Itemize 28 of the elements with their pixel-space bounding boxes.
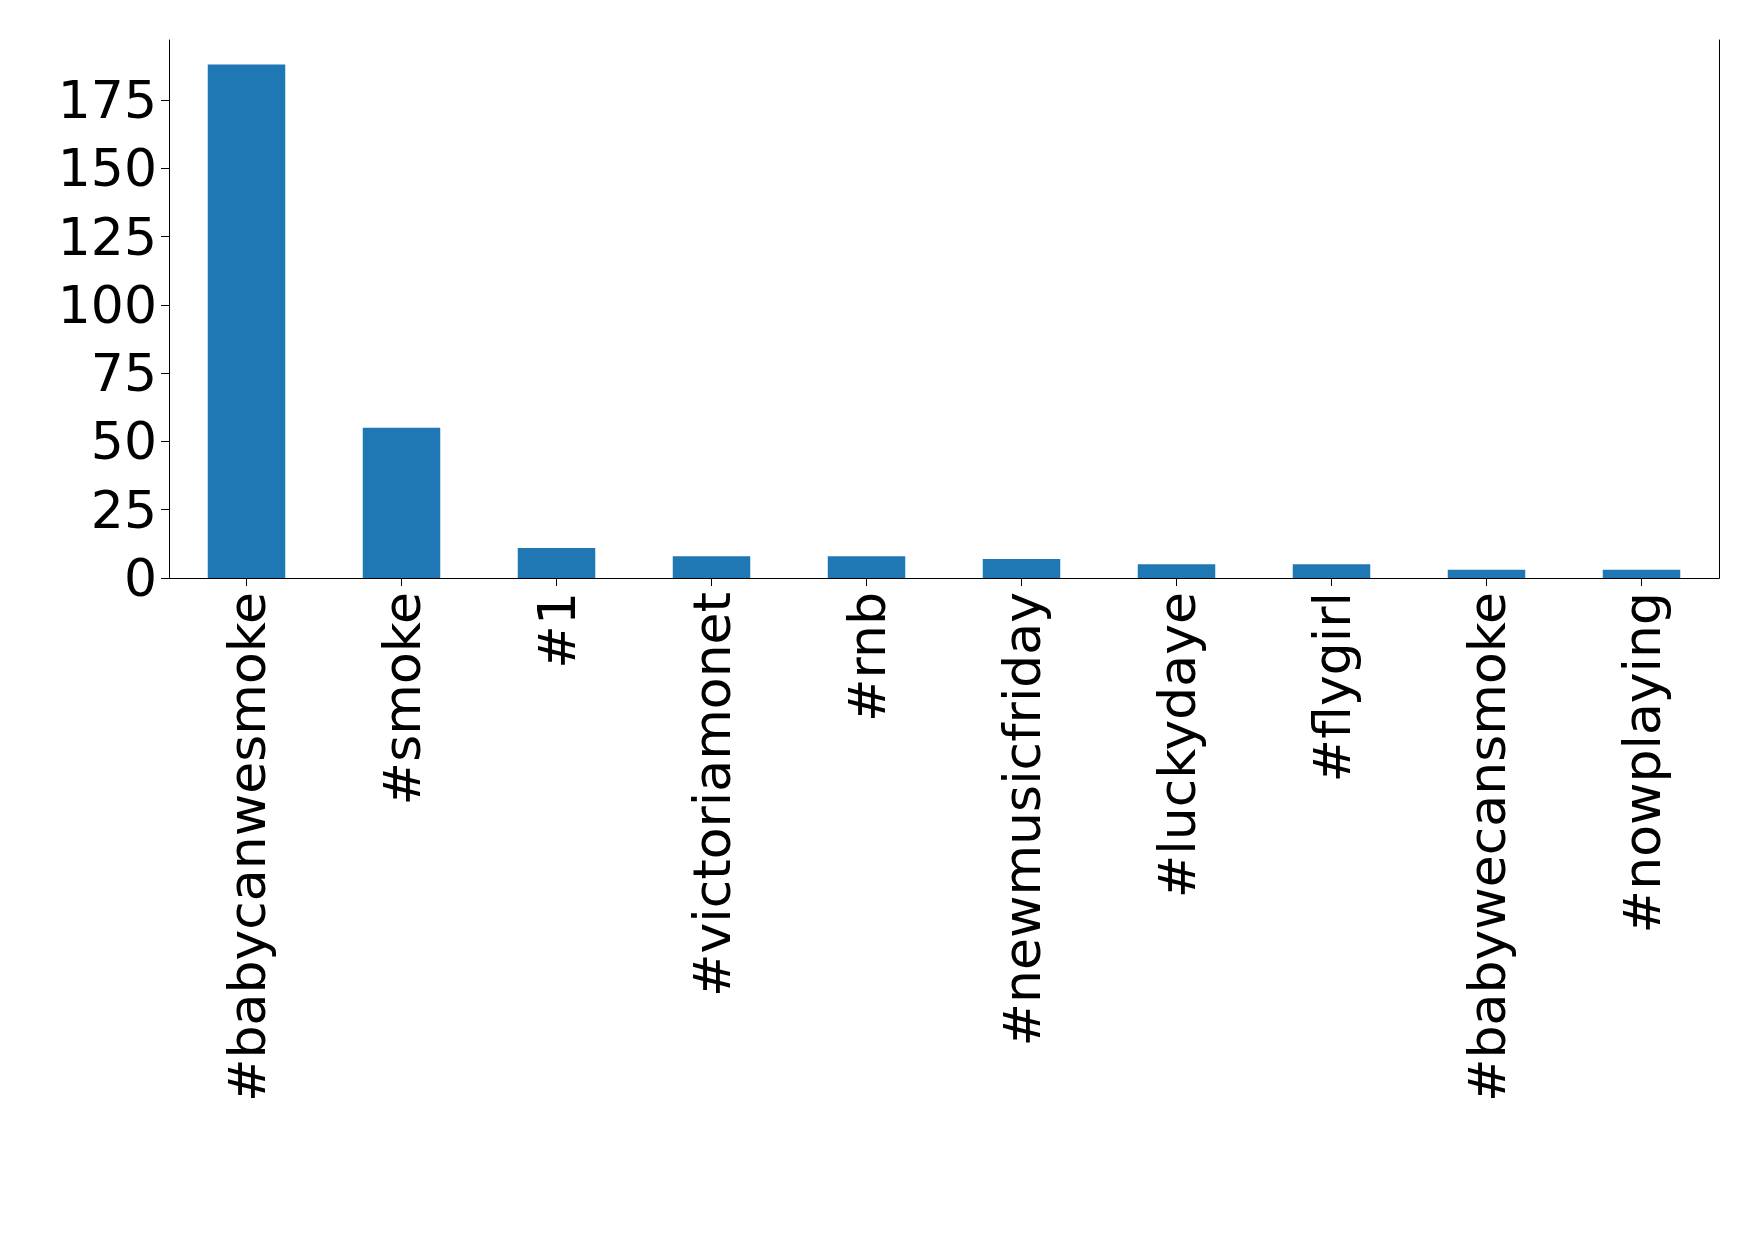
x-tick-label: #flygirl <box>1301 592 1362 783</box>
bar <box>517 547 596 578</box>
bar <box>1292 564 1371 578</box>
x-tick-label: #victoriamonet <box>681 592 742 998</box>
bar <box>827 556 906 578</box>
bar <box>362 427 441 578</box>
y-tick-label: 25 <box>90 479 157 540</box>
x-tick-label: #babywecansmoke <box>1456 592 1517 1102</box>
y-tick-label: 175 <box>57 70 157 131</box>
y-tick-label: 150 <box>57 138 157 199</box>
bar <box>207 64 286 578</box>
x-tick-label: #smoke <box>371 592 432 806</box>
y-tick-label: 100 <box>57 274 157 335</box>
x-tick-label: #babycanwesmoke <box>216 592 277 1102</box>
bar <box>672 556 751 578</box>
x-tick-label: #nowplaying <box>1611 592 1672 934</box>
x-tick-label: #luckydaye <box>1146 592 1207 899</box>
y-tick-label: 75 <box>90 343 157 404</box>
y-tick-label: 50 <box>90 411 157 472</box>
y-tick-label: 0 <box>123 548 157 608</box>
bar <box>982 558 1061 578</box>
x-tick-label: #1 <box>526 592 587 669</box>
bar <box>1137 564 1216 578</box>
y-tick-label: 125 <box>57 206 157 267</box>
x-tick-label: #rnb <box>836 592 897 722</box>
bar <box>1447 569 1526 578</box>
bar <box>1602 569 1681 578</box>
x-tick-label: #newmusicfriday <box>991 592 1052 1047</box>
